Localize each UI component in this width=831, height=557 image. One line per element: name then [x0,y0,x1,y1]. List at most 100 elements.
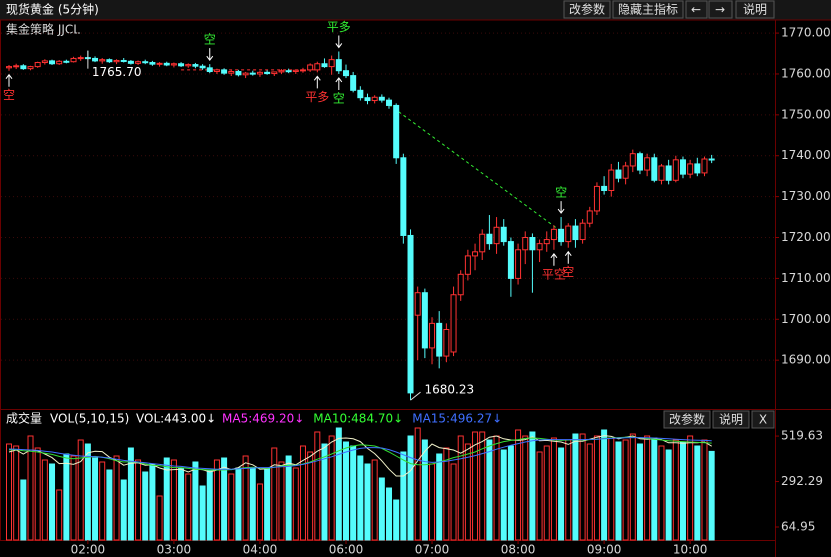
candle-body [386,99,393,106]
signal-arrow [335,77,343,90]
candle-body [321,63,328,68]
y-tick-label: 519.63 [781,429,823,443]
signal-label: 空 [333,91,345,105]
volume-bar [536,451,543,541]
button-label[interactable]: 改参数 [569,2,605,17]
low-label: 1680.23 [425,383,475,397]
candle-body [170,63,177,66]
volume-bar [421,439,428,541]
button[interactable]: ← [685,0,708,19]
button-label[interactable]: 说明 [719,412,743,427]
button[interactable]: → [708,0,733,19]
volume-bar [149,463,156,541]
volume-bar [378,477,385,541]
volume-bar [636,443,643,541]
volume-bar [357,455,364,541]
candle-body [350,75,357,91]
candle-body [264,71,271,75]
button-label[interactable]: ← [691,3,701,17]
volume-bar [558,447,565,541]
volume-bar [77,439,84,541]
volume-bar [285,455,292,541]
x-tick-label: 06:00 [329,543,364,557]
y-tick-label: 64.95 [781,520,815,534]
candle-body [421,292,428,349]
volume-bar [443,447,450,541]
button-label[interactable]: 改参数 [669,412,705,427]
candle-body [63,60,70,63]
button-label[interactable]: → [715,3,725,17]
volume-bar [450,463,457,541]
volume-bar [199,485,206,541]
volume-bar [235,467,242,541]
volume-bar [113,455,120,541]
candle-body [507,241,514,279]
candle-body [206,67,213,73]
chart-title: 现货黄金 (5分钟) [6,2,99,17]
candle-body [679,159,686,175]
candle-body [92,57,99,62]
button[interactable]: 改参数 [563,0,611,19]
button[interactable]: 说明 [712,410,750,429]
volume-bar [386,487,393,541]
volume-bar [486,439,493,541]
candle-body [41,60,48,64]
x-tick-label: 07:00 [415,543,450,557]
candle-body [192,64,199,67]
panel-title: 成交量 [6,411,42,426]
indicator-name: VOL(5,10,15) [50,412,129,426]
candle-body [429,322,436,349]
volume-bar [429,463,436,541]
candle-body [13,65,20,68]
candle-body [579,222,586,241]
candle-body [307,64,314,71]
x-tick-label: 04:00 [243,543,278,557]
volume-bar [615,441,622,541]
signal-label: 空 [562,265,574,279]
volume-bar [63,453,70,541]
volume-bar [135,459,142,541]
button[interactable]: 改参数 [663,410,711,429]
button[interactable]: X [751,410,775,429]
volume-bar [522,435,529,541]
volume-bar [500,449,507,541]
volume-bar [335,427,342,541]
signal-arrow [335,35,343,49]
candle-body [479,233,486,253]
candle-body [285,70,292,73]
label-leader [410,391,421,401]
volume-bar [6,443,12,541]
legend-entry: MA15:496.27↓ [412,412,502,426]
volume-bar [672,439,679,541]
candle-body [550,228,557,241]
volume-bar [249,467,256,541]
volume-bar [20,479,27,541]
candle-body [558,228,565,243]
candle-body [522,237,529,251]
candle-body [400,157,407,236]
candle-body [464,255,471,275]
signal-label: 空 [204,33,216,47]
button[interactable]: 隐藏主指标 [612,0,684,19]
volume-bar [479,431,486,541]
candle-body [486,233,493,245]
volume-bar [694,445,701,541]
button-label[interactable]: X [759,413,767,427]
volume-bar [242,455,249,541]
candle-body [56,60,63,65]
x-tick-label: 03:00 [157,543,192,557]
button[interactable]: 说明 [735,0,775,19]
volume-bar [572,433,579,541]
x-tick-label: 08:00 [501,543,536,557]
volume-bar [543,445,550,541]
candle-body [178,63,185,67]
button-label[interactable]: 说明 [743,2,767,17]
legend-entry: MA5:469.20↓ [222,412,304,426]
candle-body [644,157,651,171]
legend-entry: MA10:484.70↓ [313,412,403,426]
candle-body [436,322,443,357]
volume-bar [515,429,522,541]
candle-body [20,65,27,70]
button-label[interactable]: 隐藏主指标 [618,2,678,17]
volume-bar [701,439,708,541]
